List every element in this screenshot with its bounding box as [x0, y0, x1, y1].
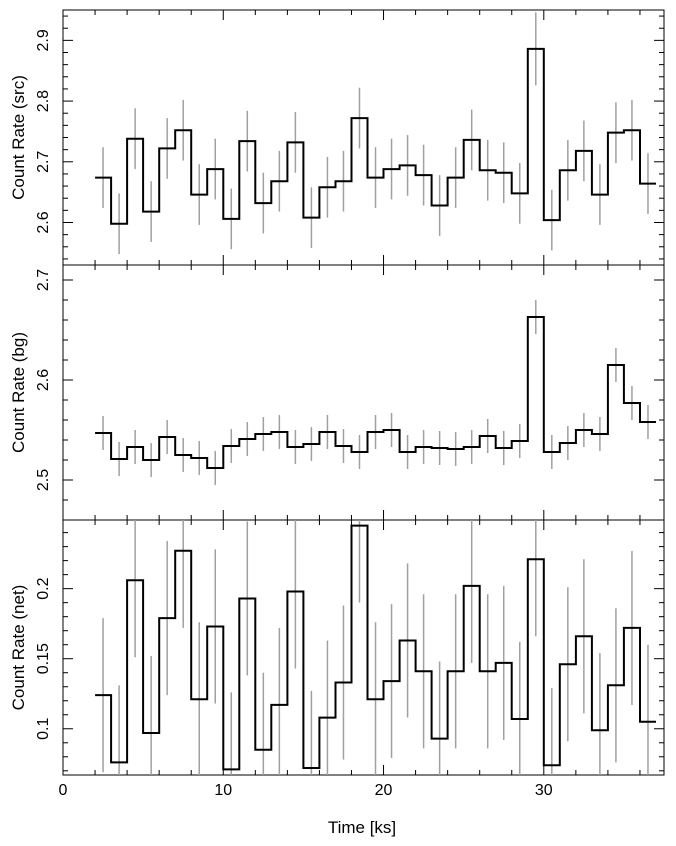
panel-src: 2.6 2.7 2.8 2.9 Count Rate (src) — [9, 9, 665, 266]
panel-src-ticks: 2.6 2.7 2.8 2.9 — [35, 10, 664, 265]
panel-src-frame — [62, 9, 665, 266]
x-tick-label: 10 — [214, 782, 232, 799]
panel-net-frame — [62, 519, 665, 776]
y-tick-label: 0.2 — [35, 577, 52, 599]
panel-bg-step-line — [95, 316, 656, 469]
y-tick-label: 2.5 — [35, 469, 52, 491]
y-tick-label: 2.7 — [35, 151, 52, 173]
y-tick-label: 2.8 — [35, 90, 52, 112]
panel-bg-ylabel: Count Rate (bg) — [9, 332, 28, 453]
panel-bg-errors — [102, 300, 649, 485]
y-tick-label: 0.15 — [35, 643, 52, 674]
x-axis-label: Time [ks] — [328, 818, 396, 837]
panel-bg-ticks: 2.5 2.6 2.7 — [35, 265, 664, 521]
y-tick-label: 2.6 — [35, 211, 52, 233]
panel-net-ylabel: Count Rate (net) — [9, 585, 28, 711]
panel-bg-frame — [62, 264, 665, 521]
y-tick-label: 2.9 — [35, 29, 52, 51]
x-tick-label: 0 — [59, 782, 68, 799]
x-tick-label: 20 — [375, 782, 393, 799]
y-tick-label: 2.7 — [35, 269, 52, 291]
y-tick-label: 2.6 — [35, 369, 52, 391]
panel-net-errors — [102, 520, 649, 775]
panel-net-step-line — [95, 524, 656, 771]
panel-net-ticks: 0.1 0.15 0.2 0 10 20 30 — [35, 520, 664, 799]
panel-src-ylabel: Count Rate (src) — [9, 75, 28, 200]
panel-src-errors — [102, 12, 649, 255]
panel-net: 0.1 0.15 0.2 0 10 20 30 Count Rate (net) Time … — [9, 519, 665, 837]
y-tick-label: 0.1 — [35, 718, 52, 740]
x-tick-label: 30 — [535, 782, 553, 799]
panel-bg: 2.5 2.6 2.7 Count Rate (bg) — [9, 264, 665, 521]
panel-src-step-line — [95, 47, 656, 225]
